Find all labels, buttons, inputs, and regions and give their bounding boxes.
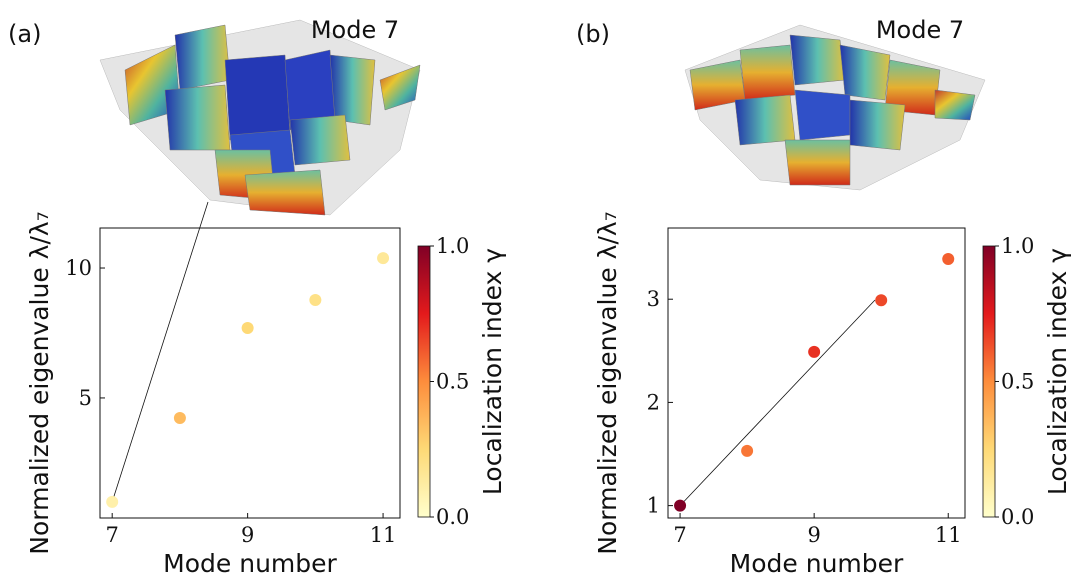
figure: (a) Mode 7 7 9 11 5 10 Mode number Normalized ei… <box>0 0 1074 580</box>
plot-frame <box>668 228 965 518</box>
x-tick-label: 7 <box>673 523 686 547</box>
data-point <box>174 412 186 424</box>
x-tick-label: 11 <box>370 523 397 547</box>
x-axis-label: Mode number <box>163 549 337 578</box>
colorbar-label: Localization index γ <box>1043 248 1072 495</box>
y-tick-label: 5 <box>79 386 92 410</box>
leader-line <box>680 300 875 506</box>
x-tick-label: 9 <box>807 523 820 547</box>
colorbar-label: Localization index γ <box>478 248 507 495</box>
structure-render-b <box>685 25 985 190</box>
mode-annotation: Mode 7 <box>876 16 964 44</box>
data-point <box>377 252 389 264</box>
colorbar-tick-label: 1.0 <box>436 234 469 258</box>
colorbar <box>983 246 995 517</box>
colorbar-tick-label: 1.0 <box>1001 234 1034 258</box>
x-tick-label: 11 <box>935 523 962 547</box>
x-tick-label: 9 <box>241 523 254 547</box>
colorbar-tick-label: 0.0 <box>436 505 469 529</box>
plot-frame <box>100 228 400 518</box>
y-tick-label: 1 <box>647 494 660 518</box>
data-point <box>942 253 954 265</box>
data-point <box>741 445 753 457</box>
mode-annotation: Mode 7 <box>311 16 399 44</box>
colorbar <box>418 246 430 517</box>
panel-label: (b) <box>576 20 610 48</box>
data-point <box>674 500 686 512</box>
colorbar-tick-label: 0.5 <box>436 370 469 394</box>
data-point <box>309 294 321 306</box>
data-point <box>106 496 118 508</box>
x-axis-label: Mode number <box>730 549 904 578</box>
y-tick-label: 10 <box>65 256 92 280</box>
panel-label: (a) <box>8 20 41 48</box>
leader-line <box>112 202 208 502</box>
data-point <box>242 322 254 334</box>
y-axis-label: Normalized eigenvalue λ/λ₇ <box>593 211 622 554</box>
y-tick-label: 3 <box>647 287 660 311</box>
x-tick-label: 7 <box>106 523 119 547</box>
colorbar-tick-label: 0.5 <box>1001 370 1034 394</box>
y-tick-label: 2 <box>647 390 660 414</box>
data-point <box>808 346 820 358</box>
data-point <box>875 294 887 306</box>
y-axis-label: Normalized eigenvalue λ/λ₇ <box>25 211 54 554</box>
structure-render-a <box>100 20 420 215</box>
colorbar-tick-label: 0.0 <box>1001 505 1034 529</box>
